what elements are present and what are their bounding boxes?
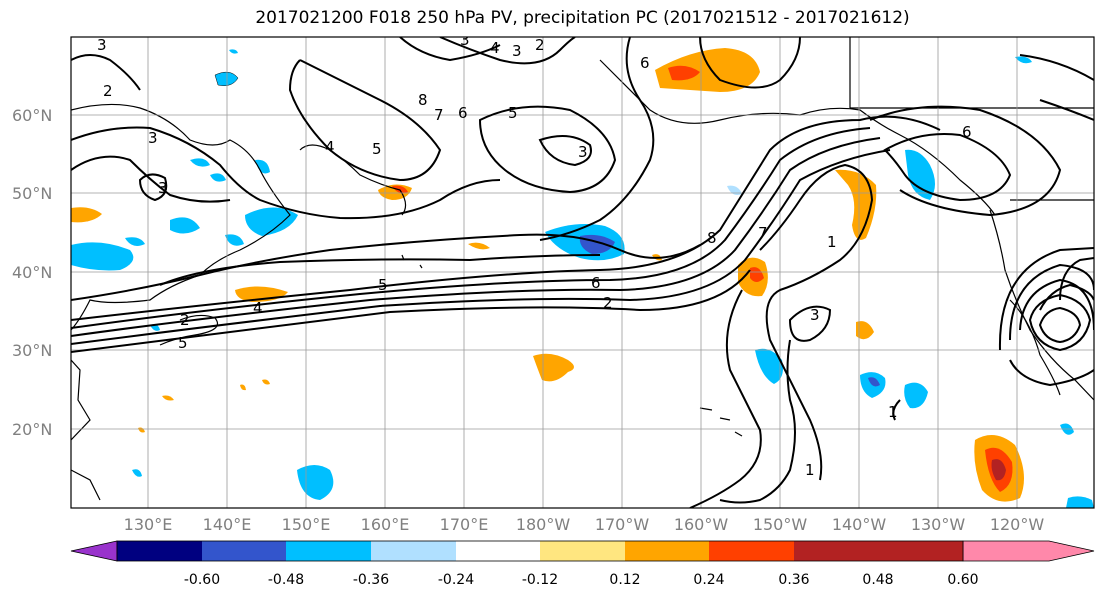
contour-label: 5 (378, 276, 388, 294)
colorbar-segment (709, 541, 794, 561)
lat-label: 20°N (12, 420, 52, 439)
lat-label: 50°N (12, 184, 52, 203)
lon-label: 150°E (282, 515, 331, 534)
precip-negative-shading (71, 49, 1094, 508)
lon-label: 140°W (832, 515, 887, 534)
contour-label: 4 (490, 39, 500, 57)
graticule (71, 37, 1094, 508)
colorbar-segment (878, 541, 963, 561)
longitude-labels: 130°E 140°E 150°E 160°E 170°E 180°W 170°… (124, 515, 1045, 534)
coastlines (71, 37, 1094, 501)
contour-label: 8 (418, 91, 428, 109)
contour-label: 2 (180, 311, 190, 329)
colorbar-segment (286, 541, 371, 561)
lon-label: 170°W (595, 515, 650, 534)
contour-label: 5 (178, 334, 188, 352)
contour-label: 5 (508, 104, 518, 122)
colorbar-tick-label: 0.60 (947, 572, 978, 588)
lat-label: 30°N (12, 341, 52, 360)
colorbar-segment (202, 541, 286, 561)
contour-label: 6 (962, 123, 972, 141)
contour-label: 1 (805, 461, 815, 479)
latitude-labels: 60°N 50°N 40°N 30°N 20°N (12, 106, 52, 439)
colorbar-tick-label: 0.36 (778, 572, 809, 588)
contour-label: 4 (253, 299, 263, 317)
contour-label: 3 (97, 36, 107, 54)
contour-label: 8 (707, 229, 717, 247)
contour-label: 1 (888, 403, 898, 421)
colorbar-tick-label: -0.12 (522, 572, 558, 588)
contour-label: 1 (827, 233, 837, 251)
contour-label: 2 (603, 294, 613, 312)
lon-label: 120°W (990, 515, 1045, 534)
colorbar-tick-label: -0.48 (268, 572, 304, 588)
contour-label: 5 (372, 140, 382, 158)
lon-label: 160°W (674, 515, 729, 534)
colorbar-tick-label: -0.60 (184, 572, 220, 588)
map-background (71, 37, 1094, 508)
contour-label: 3 (578, 143, 588, 161)
contour-label: 3 (460, 31, 470, 49)
contour-label: 4 (325, 138, 335, 156)
colorbar-left-extension (70, 540, 118, 562)
pv-contour-labels: 3 2 3 3 4 5 3 4 5 6 7 8 3 2 3 2 5 6 8 6 … (97, 31, 972, 479)
contour-label: 6 (640, 54, 650, 72)
colorbar-segment (794, 541, 878, 561)
lon-label: 170°E (440, 515, 489, 534)
lon-label: 160°E (361, 515, 410, 534)
contour-label: 3 (148, 129, 158, 147)
colorbar-segment (456, 541, 540, 561)
colorbar-segment (117, 541, 202, 561)
colorbar-tick-label: -0.36 (353, 572, 389, 588)
colorbar-right-extension (962, 540, 1095, 562)
colorbar: -0.60 -0.48 -0.36 -0.24 -0.12 0.12 0.24 … (70, 540, 1095, 588)
colorbar-segment (371, 541, 456, 561)
contour-label: 6 (458, 104, 468, 122)
pv-contours (71, 37, 1094, 508)
contour-label: 2 (103, 82, 113, 100)
colorbar-segment (625, 541, 709, 561)
contour-label: 2 (535, 36, 545, 54)
colorbar-tick-label: 0.12 (609, 572, 640, 588)
lat-label: 60°N (12, 106, 52, 125)
lon-label: 140°E (203, 515, 252, 534)
colorbar-tick-label: 0.24 (693, 572, 724, 588)
lon-label: 130°E (124, 515, 173, 534)
contour-label: 3 (158, 179, 168, 197)
lon-label: 180°W (516, 515, 571, 534)
contour-label: 3 (512, 42, 522, 60)
map-title: 2017021200 F018 250 hPa PV, precipitatio… (255, 8, 910, 28)
contour-label: 7 (758, 224, 768, 242)
contour-label: 6 (591, 274, 601, 292)
colorbar-tick-label: 0.48 (862, 572, 893, 588)
lat-label: 40°N (12, 263, 52, 282)
colorbar-segment (540, 541, 625, 561)
lon-label: 130°W (911, 515, 966, 534)
contour-label: 7 (434, 106, 444, 124)
map-frame (70, 36, 1095, 509)
contour-label: 3 (810, 306, 820, 324)
colorbar-tick-label: -0.24 (438, 572, 474, 588)
lon-label: 150°W (753, 515, 808, 534)
